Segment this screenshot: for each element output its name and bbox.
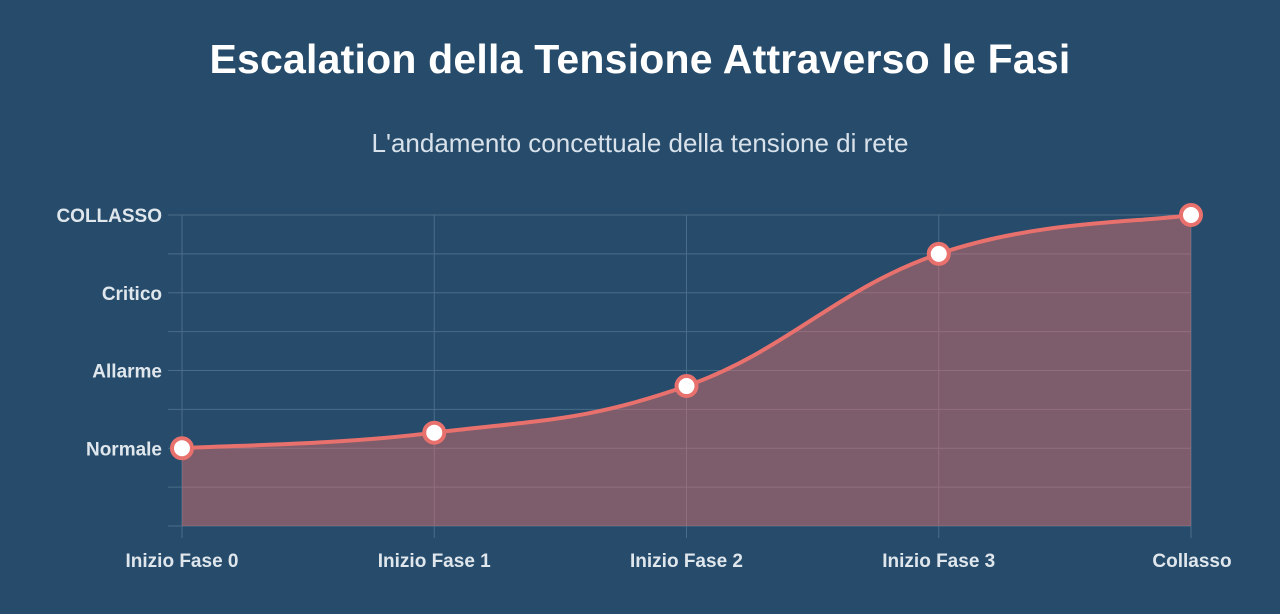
data-points[interactable] [170, 203, 1203, 461]
axes: Normale Allarme Critico COLLASSO Inizio Fase… [56, 206, 1231, 572]
data-point[interactable] [674, 374, 699, 399]
y-tick-label: COLLASSO [56, 206, 162, 227]
data-point[interactable] [170, 436, 194, 461]
y-tick-label: Allarme [92, 362, 162, 383]
y-tick-label: Critico [102, 284, 162, 305]
x-tick-label: Inizio Fase 0 [126, 551, 239, 572]
y-tick-label: Normale [86, 439, 162, 460]
x-tick-label: Inizio Fase 3 [882, 551, 995, 572]
chart-subtitle: L'andamento concettuale della tensione d… [371, 128, 909, 158]
chart-title: Escalation della Tensione Attraverso le … [209, 36, 1071, 82]
x-tick-label: Collasso [1152, 551, 1231, 572]
x-tick-label: Inizio Fase 1 [378, 551, 491, 572]
x-tick-label: Inizio Fase 2 [630, 551, 743, 572]
area-fill [182, 215, 1191, 526]
data-point[interactable] [1179, 203, 1203, 227]
data-point[interactable] [422, 420, 447, 445]
data-point[interactable] [926, 241, 951, 266]
